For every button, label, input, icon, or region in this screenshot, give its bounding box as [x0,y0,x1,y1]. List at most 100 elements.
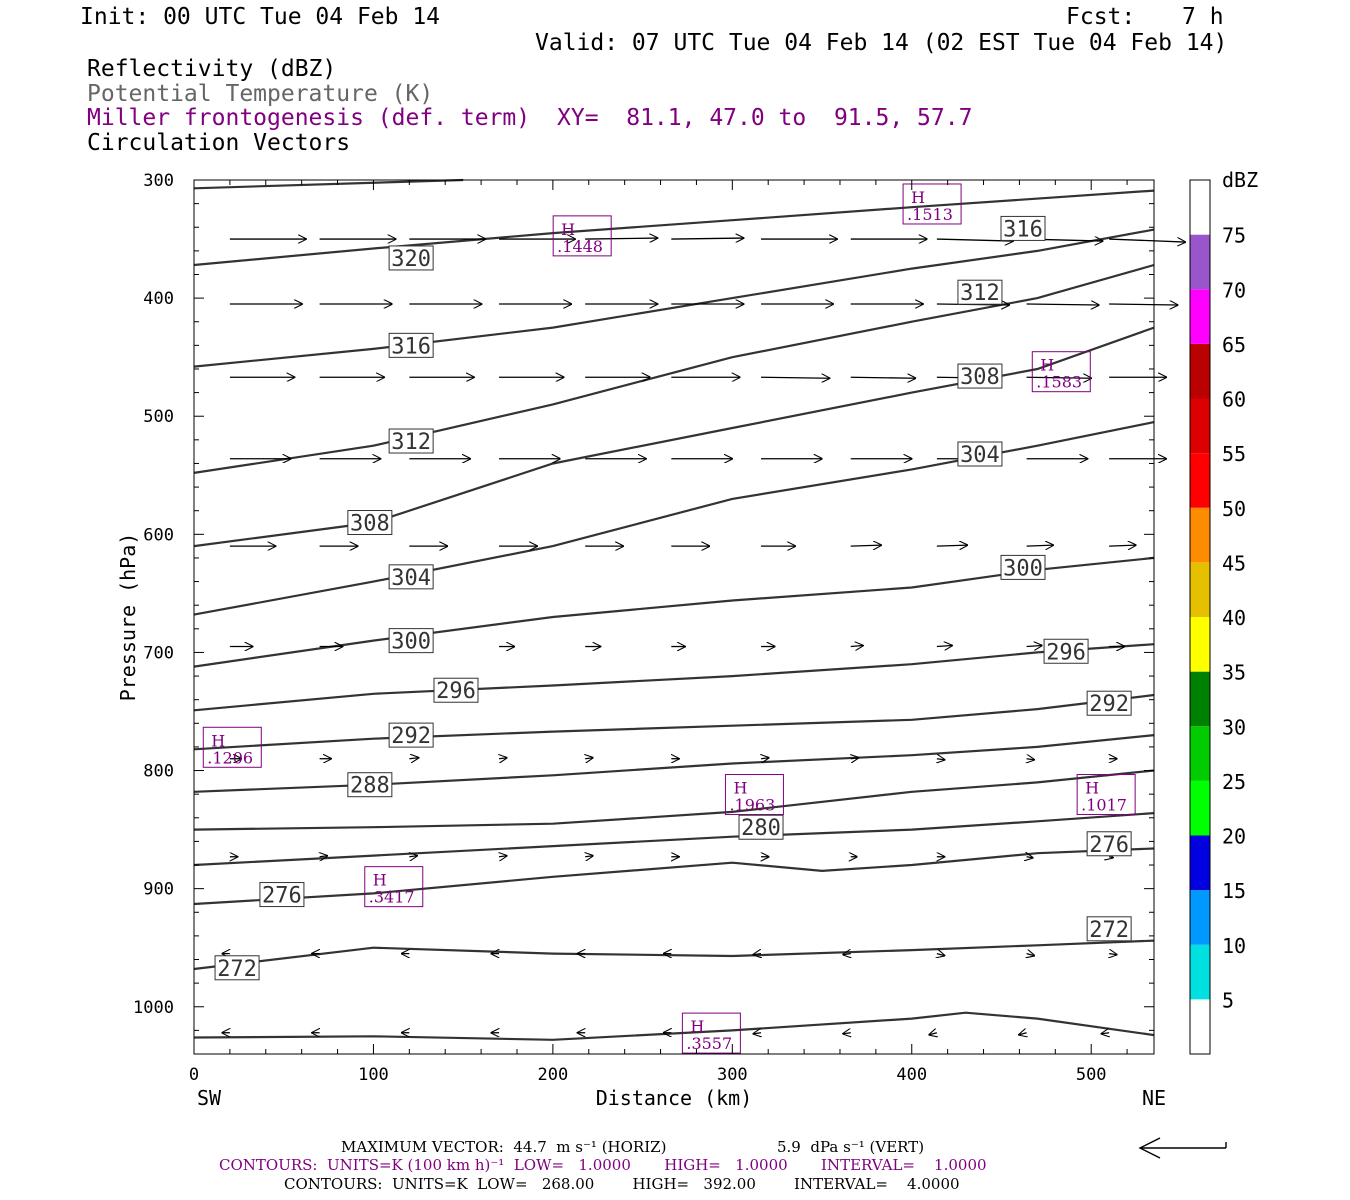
frontogenesis-high-value: .1206 [207,748,253,767]
theta-contour-292 [193,693,1155,751]
colorbar-label: 20 [1222,825,1246,849]
contour-label-308-box [957,363,1003,389]
circulation-vector [1109,857,1113,858]
contour-label-300-box [1000,554,1046,580]
frontogenesis-high-box [1031,351,1091,393]
contour-label-312: 312 [960,281,1000,306]
theta-contour-312 [193,263,1155,474]
colorbar-label: 40 [1222,606,1246,630]
field-reflectivity: Reflectivity (dBZ) [87,56,337,82]
contour-label-280: 280 [741,816,781,841]
frontogenesis-high-mark: H [690,1017,704,1036]
contour-label-304: 304 [960,443,1000,468]
contour-label-304-box [957,441,1003,467]
circulation-vector [409,758,418,759]
colorbar-segment [1190,180,1210,235]
field-potential-temperature: Potential Temperature (K) [87,81,434,107]
frontogenesis-high-value: .3417 [369,888,415,907]
circulation-vector [753,1033,761,1034]
circulation-vector [1026,545,1054,546]
circulation-vector [585,856,593,857]
contour-label-292: 292 [1089,692,1129,717]
theta-contour-304 [193,421,1155,616]
frontogenesis-high-value: .1963 [729,796,775,815]
frontogenesis-high-box [681,1012,741,1054]
contour-label-272: 272 [1089,918,1129,943]
circulation-vector [585,238,657,239]
contour-label-312-box [388,428,434,454]
y-tick-label: 400 [143,289,174,309]
contour-labels: 3203163123083043002962922882802762723163… [214,215,1132,982]
contour-label-308-box [347,510,393,536]
circulation-vector [1109,545,1136,546]
frontogenesis-highs: H.1513H.1448H.1583H.1206H.1963H.1017H.34… [202,183,1136,1054]
colorbar-label: 45 [1222,551,1246,575]
contour-label-308: 308 [960,365,1000,390]
circulation-vector [850,646,863,647]
circulation-vector [1027,954,1035,956]
contour-label-316-box [388,332,434,358]
y-tick-label: 800 [143,762,174,782]
circulation-vector [1026,377,1092,378]
frontogenesis-high-mark: H [1040,356,1054,375]
frontogenesis-high-box [552,215,612,257]
valid-time: Valid: 07 UTC Tue 04 Feb 14 (02 EST Tue … [535,30,1228,56]
frontogenesis-high-mark: H [373,871,387,890]
colorbar-segment [1190,944,1210,1000]
frontogenesis-high-value: .1448 [557,237,603,256]
circulation-vector [936,545,967,546]
circulation-vector [1109,239,1185,242]
contour-label-272-box [214,955,260,981]
colorbar-label: 35 [1222,661,1246,685]
colorbar-label: 55 [1222,442,1246,466]
frontogenesis-high-mark: H [561,220,575,239]
colorbar-segment [1190,780,1210,836]
colorbar-segment [1190,453,1210,508]
contour-label-308: 308 [350,512,390,537]
theta-contour-276 [193,847,1155,906]
y-tick-label: 700 [143,643,174,663]
right-end-label: NE [1142,1086,1166,1110]
circulation-vector [761,758,769,759]
forecast-label: Fcst: [1066,4,1136,30]
contour-label-276: 276 [262,884,302,909]
max-vector-horizontal: MAXIMUM VECTOR: 44.7 m s⁻¹ (HORIZ) [341,1138,667,1156]
contour-label-292: 292 [391,724,431,749]
frontogenesis-high-box [902,183,962,225]
x-axis-title: Distance (km) [596,1086,753,1110]
circulation-vector [937,759,945,760]
contour-label-312-box [957,279,1003,305]
colorbar-segment [1190,289,1210,344]
x-tick-label: 400 [896,1065,927,1085]
contour-label-316: 316 [391,334,431,359]
contour-label-292-box [1086,690,1132,716]
circulation-vector [850,377,916,378]
contour-label-276-box [1086,831,1132,857]
reference-vector-head [1138,1137,1161,1159]
circulation-vector [761,377,829,378]
frontogenesis-high-mark: H [211,731,225,750]
contours-theta-info: CONTOURS: UNITS=K LOW= 268.00 HIGH= 392.… [284,1175,960,1193]
y-axis-title: Pressure (hPa) [116,533,140,702]
colorbar-label: 65 [1222,333,1246,357]
circulation-vector [850,545,881,546]
frontogenesis-high-box [1076,774,1136,816]
colorbar-title: dBZ [1222,168,1258,192]
y-tick-label: 600 [143,525,174,545]
circulation-vector [936,646,952,647]
contour-label-320-box [388,245,434,271]
contours-frontogenesis-info: CONTOURS: UNITS=K (100 km h)⁻¹ LOW= 1.00… [219,1156,987,1174]
left-end-label: SW [197,1086,222,1110]
frontogenesis-high-mark: H [733,779,747,798]
circulation-vector [937,954,945,956]
colorbar-segment [1190,726,1210,781]
frontogenesis-high-mark: H [911,188,925,207]
field-frontogenesis: Miller frontogenesis (def. term) [87,105,531,131]
theta-contour-316 [193,228,1155,368]
circulation-vector [1102,1033,1110,1034]
contour-label-280-box [738,814,784,840]
colorbar-label: 70 [1222,278,1246,302]
y-tick-label: 300 [143,171,174,191]
contour-label-300-box [388,628,434,654]
colorbar-label: 25 [1222,770,1246,794]
